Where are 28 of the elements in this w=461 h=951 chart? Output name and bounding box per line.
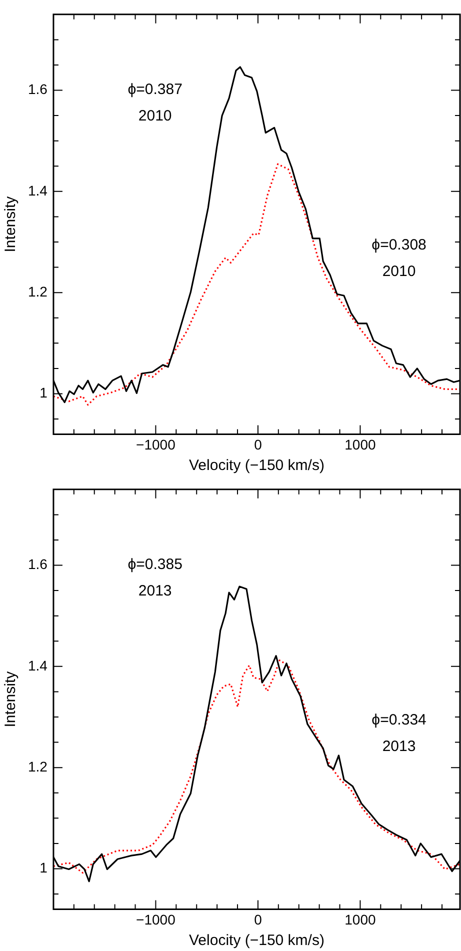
y-tick-label: 1.2 [28,283,48,300]
annotation: 2013 [138,582,172,600]
y-tick-label: 1.4 [28,182,48,198]
y-tick-label: 1.4 [28,657,48,674]
y-axis-title: Intensity [2,196,20,252]
x-tick-label: 0 [254,911,262,928]
annotation: ϕ=0.334 [372,711,426,728]
line-series [53,660,460,874]
x-tick-label: −1000 [136,911,176,928]
y-tick-label: 1.2 [28,758,48,774]
annotation: 2013 [382,738,416,755]
y-tick-label: 1 [40,860,48,876]
x-axis-title: Velocity (−150 km/s) [188,457,324,474]
y-axis-title: Intensity [2,670,20,728]
x-tick-label: 1000 [344,911,376,928]
annotation: 2010 [138,108,172,125]
y-tick-label: 1 [40,384,48,401]
x-tick-label: 0 [254,436,262,452]
x-axis-title: Velocity (−150 km/s) [188,932,324,950]
annotation: ϕ=0.387 [128,81,182,98]
x-tick-label: −1000 [136,436,176,452]
annotation: ϕ=0.385 [128,556,182,574]
x-tick-label: 1000 [344,436,376,452]
annotation: 2010 [382,262,416,280]
line-series [53,163,460,406]
y-tick-label: 1.6 [28,556,48,572]
y-tick-label: 1.6 [28,81,48,98]
annotation: ϕ=0.308 [372,236,426,254]
